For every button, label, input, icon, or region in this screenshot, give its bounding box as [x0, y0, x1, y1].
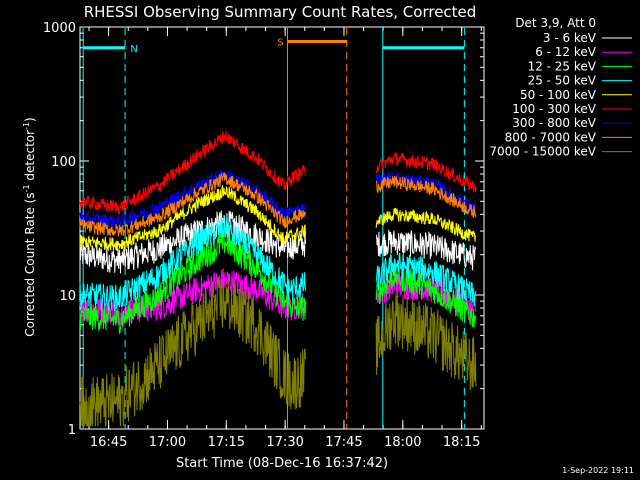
legend-entry-label: 3 - 6 keV: [543, 31, 597, 45]
x-tick-label: 17:00: [149, 435, 186, 450]
series-line: [375, 152, 477, 193]
legend-entry-label: 12 - 25 keV: [528, 59, 597, 73]
y-axis-label-part: detector: [23, 130, 37, 185]
series-line: [79, 185, 306, 252]
x-tick-label: 17:45: [325, 435, 362, 450]
y-axis-label-superscript: -1: [22, 122, 31, 130]
marker-label: N: [130, 44, 137, 55]
series-line: [79, 172, 306, 237]
series-line: [79, 230, 306, 335]
chart-title: RHESSI Observing Summary Count Rates, Co…: [84, 3, 477, 21]
y-axis-label-part: Corrected Count Rate (s: [23, 192, 37, 336]
x-tick-label: 17:15: [208, 435, 245, 450]
y-tick-label: 1000: [43, 21, 76, 36]
x-tick-label: 18:00: [384, 435, 421, 450]
series-line: [375, 175, 477, 218]
y-axis-label-part: ): [23, 117, 37, 122]
x-tick-label: 16:45: [90, 435, 127, 450]
y-axis-label-superscript: -1: [22, 184, 31, 192]
series-line: [375, 229, 477, 271]
x-tick-label: 18:15: [443, 435, 480, 450]
y-axis-label: Corrected Count Rate (s-1 detector-1): [22, 117, 37, 336]
marker-label: S: [277, 37, 283, 48]
x-axis-label: Start Time (08-Dec-16 16:37:42): [176, 456, 388, 471]
series-line: [375, 262, 477, 328]
legend-entry-label: 100 - 300 keV: [512, 102, 596, 116]
x-tick-label: 17:30: [266, 435, 303, 450]
series-line: [79, 210, 306, 274]
series-line: [79, 130, 306, 214]
legend-entry-label: 300 - 800 keV: [512, 116, 596, 130]
plot-area: NS: [79, 26, 485, 430]
plot-frame: [79, 26, 485, 430]
footer-timestamp: 1-Sep-2022 19:11: [562, 466, 634, 475]
series-line: [79, 277, 306, 428]
series-line: [375, 292, 477, 391]
y-tick-label: 10: [59, 289, 76, 304]
legend-title: Det 3,9, Att 0: [515, 16, 596, 30]
legend-entry-label: 25 - 50 keV: [528, 74, 597, 88]
y-tick-label: 1: [68, 423, 76, 438]
y-tick-label: 100: [51, 155, 76, 170]
series-line: [79, 214, 306, 312]
legend-entry-label: 7000 - 15000 keV: [489, 145, 596, 159]
legend-entry-label: 50 - 100 keV: [520, 88, 597, 102]
series-line: [375, 252, 477, 307]
legend-entry-label: 800 - 7000 keV: [505, 130, 597, 144]
legend-entry-label: 6 - 12 keV: [535, 45, 597, 59]
series-line: [375, 207, 476, 242]
